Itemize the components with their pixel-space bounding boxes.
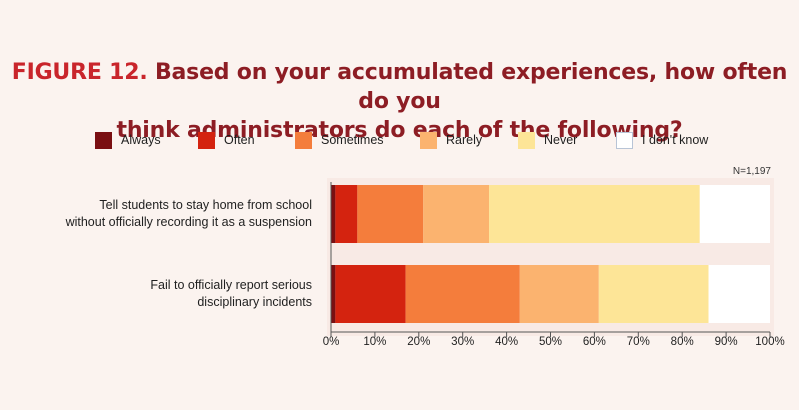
x-tick-label: 0%	[323, 336, 340, 348]
legend-item-often: Often	[198, 130, 255, 150]
x-tick-label: 50%	[539, 336, 562, 348]
legend-label: I don't know	[642, 133, 709, 147]
x-tick-label: 100%	[755, 336, 784, 348]
legend-swatch	[95, 131, 112, 149]
legend-item-rarely: Rarely	[420, 130, 482, 150]
legend-swatch	[420, 131, 437, 149]
bar-segment-sometimes-row-1	[357, 185, 424, 243]
legend-swatch	[295, 131, 312, 149]
category-label-1: Tell students to stay home from school wi…	[66, 197, 312, 231]
legend-label: Never	[544, 133, 578, 147]
x-tick-label: 40%	[495, 336, 518, 348]
bar-segment-rarely-row-1	[423, 185, 490, 243]
legend-swatch	[518, 131, 535, 149]
x-tick-label: 80%	[671, 336, 694, 348]
bar-segment-sometimes-row-2	[405, 265, 520, 323]
legend: Always Often Sometimes Rarely Never I don't k…	[95, 130, 735, 152]
x-tick-label: 70%	[627, 336, 650, 348]
bar-segment-i-don-t-know-row-1	[699, 185, 770, 243]
bar-segment-never-row-2	[598, 265, 709, 323]
legend-item-always: Always	[95, 130, 161, 150]
figure-number: FIGURE 12.	[11, 60, 148, 85]
category-label-line: disciplinary incidents	[197, 295, 312, 309]
bar-segment-often-row-1	[335, 185, 358, 243]
x-tick-label: 90%	[715, 336, 738, 348]
category-label-line: Fail to officially report serious	[150, 278, 312, 292]
legend-swatch	[198, 131, 215, 149]
bar-segment-rarely-row-2	[519, 265, 599, 323]
x-tick-label: 20%	[407, 336, 430, 348]
bar-segment-always-row-1	[331, 185, 336, 243]
legend-item-i-don-t-know: I don't know	[616, 130, 708, 150]
legend-label: Often	[224, 133, 255, 147]
category-label-line: Tell students to stay home from school	[99, 198, 312, 212]
chart-title-line-1: FIGURE 12. Based on your accumulated exp…	[0, 58, 799, 116]
legend-item-sometimes: Sometimes	[295, 130, 384, 150]
sample-size-note: N=1,197	[732, 166, 771, 177]
legend-label: Rarely	[446, 133, 483, 147]
legend-item-never: Never	[518, 130, 577, 150]
legend-swatch	[616, 131, 633, 149]
bar-segment-often-row-2	[335, 265, 406, 323]
category-label-line: without officially recording it as a sus…	[65, 215, 312, 229]
bar-segment-i-don-t-know-row-2	[708, 265, 770, 323]
category-label-2: Fail to officially report serious discipl…	[150, 277, 312, 311]
x-tick-label: 60%	[583, 336, 606, 348]
bar-segment-always-row-2	[331, 265, 336, 323]
x-tick-label: 10%	[363, 336, 386, 348]
legend-label: Always	[121, 133, 161, 147]
bar-segment-never-row-1	[489, 185, 700, 243]
legend-label: Sometimes	[321, 133, 384, 147]
x-tick-label: 30%	[451, 336, 474, 348]
chart-title-text-1: Based on your accumulated experiences, h…	[154, 60, 788, 114]
